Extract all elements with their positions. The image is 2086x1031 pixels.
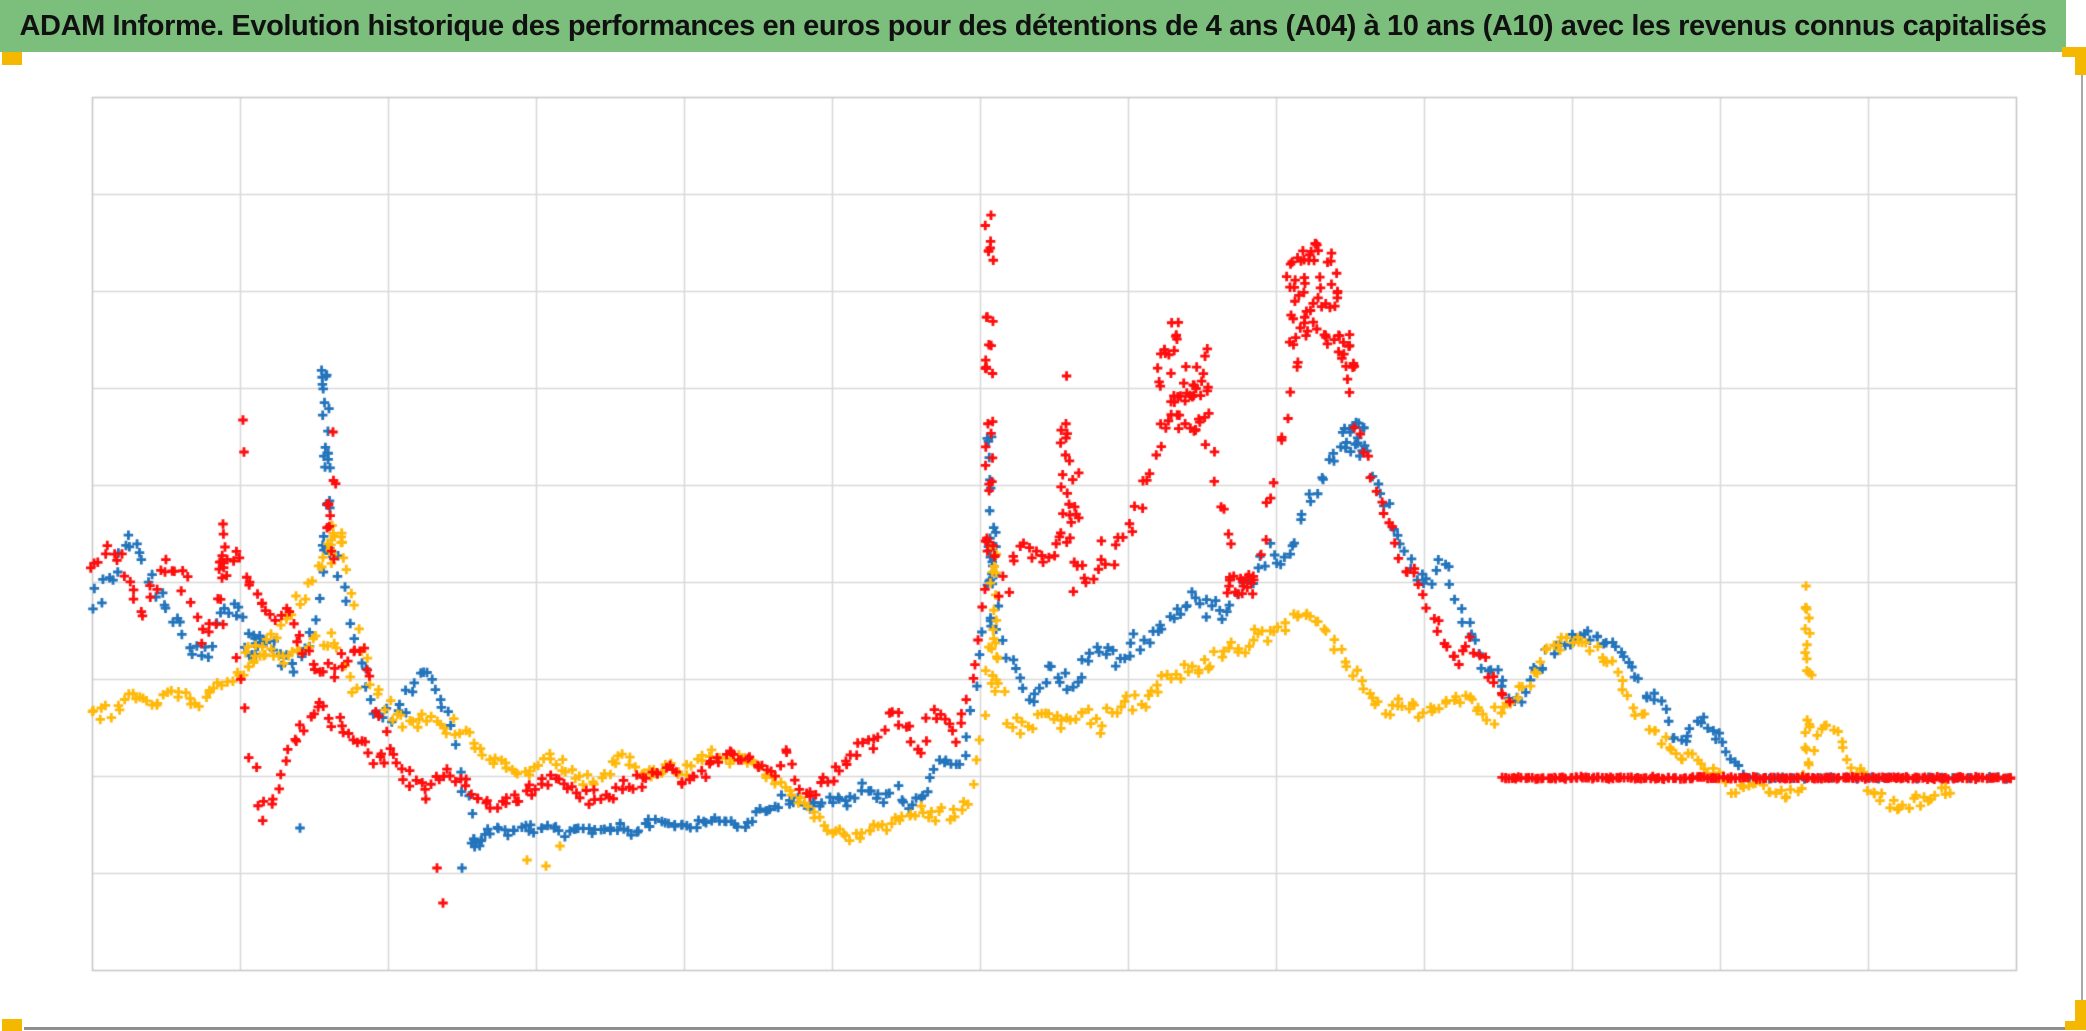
yellow-corner-bracket-top-right [2062, 47, 2086, 75]
right-divider-rule [2081, 56, 2083, 1027]
bottom-divider-rule [24, 1027, 2086, 1030]
yellow-tab-bottom-left [2, 1019, 22, 1031]
yellow-tab-top-left [2, 52, 22, 65]
page-title: ADAM Informe. Evolution historique des p… [19, 9, 2047, 42]
yellow-corner-bracket-bottom-right [2065, 1000, 2086, 1030]
title-bar: ADAM Informe. Evolution historique des p… [0, 0, 2066, 52]
